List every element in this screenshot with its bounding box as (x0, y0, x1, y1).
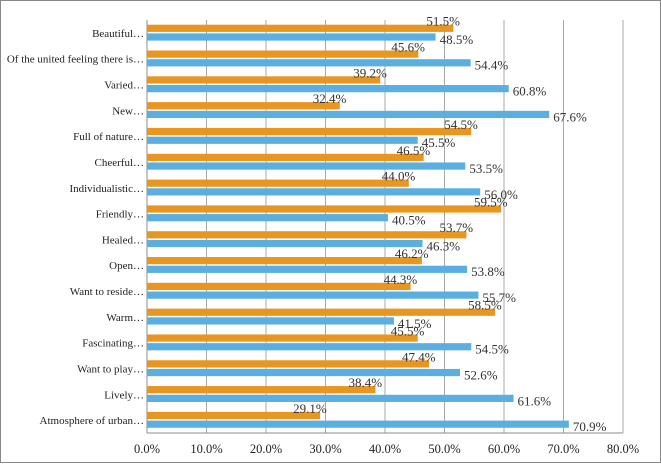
data-label: 53.7% (440, 220, 474, 235)
bar-series-1 (147, 102, 340, 110)
bar-series-2 (147, 420, 569, 428)
bar-series-1 (147, 153, 424, 161)
data-label: 46.3% (426, 238, 460, 253)
category-label: Cheerful… (95, 157, 144, 169)
data-label: 54.4% (475, 58, 509, 73)
category-label: Atmosphere of urban… (40, 415, 144, 427)
data-label: 61.6% (518, 393, 552, 408)
bar-series-2 (147, 394, 514, 402)
x-tick-label: 40.0% (369, 442, 401, 456)
category-label: New… (112, 105, 144, 117)
data-label: 70.9% (573, 419, 607, 434)
data-label: 46.2% (395, 246, 429, 261)
data-label: 58.5% (468, 298, 502, 313)
bar-series-1 (147, 76, 381, 84)
category-label: Want to reside… (70, 286, 144, 298)
x-tick-label: 10.0% (190, 442, 222, 456)
data-label: 38.4% (348, 375, 382, 390)
bar-series-2 (147, 317, 394, 325)
category-label: Full of nature… (73, 131, 144, 143)
data-label: 32.4% (313, 91, 347, 106)
x-tick-label: 20.0% (250, 442, 282, 456)
bar-series-1 (147, 205, 502, 213)
data-label: 45.5% (391, 323, 425, 338)
data-label: 52.6% (464, 367, 498, 382)
bar-series-1 (147, 308, 496, 316)
bar-series-1 (147, 50, 419, 58)
bar-series-2 (147, 85, 509, 93)
bar-series-1 (147, 127, 472, 136)
bar-series-1 (147, 257, 422, 265)
x-tick-label: 80.0% (607, 442, 639, 456)
bar-series-2 (147, 136, 418, 144)
bar-series-1 (147, 179, 409, 187)
bar-series-1 (147, 386, 376, 394)
category-label: Want to play… (77, 363, 144, 375)
bar-series-1 (147, 411, 321, 420)
data-label: 53.5% (469, 161, 503, 176)
data-label: 54.5% (475, 342, 509, 357)
bar-series-2 (147, 162, 466, 170)
data-label: 45.6% (391, 40, 425, 55)
data-label: 53.8% (471, 264, 505, 279)
bar-series-1 (147, 334, 418, 342)
bar-series-2 (147, 265, 468, 273)
bar-series-2 (147, 188, 481, 196)
bar-series-2 (147, 368, 460, 377)
data-label: 59.5% (474, 194, 508, 209)
data-label: 55.7% (482, 290, 516, 305)
bar-series-2 (147, 33, 436, 41)
data-label: 40.5% (392, 213, 426, 228)
category-label: Open… (109, 260, 144, 272)
bar-series-2 (147, 239, 423, 248)
data-label: 44.0% (382, 169, 416, 184)
data-label: 51.5% (426, 14, 460, 29)
bar-series-1 (147, 24, 454, 32)
data-label: 56.0% (484, 187, 518, 202)
data-label: 39.2% (353, 65, 387, 80)
data-label: 60.8% (513, 84, 547, 99)
bar-series-1 (147, 282, 411, 291)
x-tick-label: 60.0% (488, 442, 520, 456)
x-tick-label: 30.0% (309, 442, 341, 456)
category-label: Fascinating… (82, 338, 144, 350)
data-label: 41.5% (398, 316, 432, 331)
bar-series-2 (147, 110, 550, 119)
data-label: 67.6% (553, 109, 587, 124)
category-label: Beautiful… (92, 28, 144, 40)
category-label: Lively… (104, 389, 144, 401)
data-label: 48.5% (440, 32, 474, 47)
bar-series-1 (147, 231, 467, 239)
bar-series-2 (147, 343, 472, 351)
category-label: Friendly… (96, 209, 144, 221)
bar-series-1 (147, 360, 430, 368)
bar-series-2 (147, 291, 479, 299)
category-label: Individualistic… (69, 183, 144, 195)
category-label: Healed… (102, 234, 144, 246)
data-label: 29.1% (293, 401, 327, 416)
x-tick-label: 50.0% (428, 442, 460, 456)
category-label: Warm… (106, 312, 144, 324)
x-tick-label: 0.0% (134, 442, 160, 456)
data-label: 44.3% (384, 272, 418, 287)
category-label: Varied… (104, 80, 144, 92)
data-label: 45.5% (422, 135, 456, 150)
bar-series-2 (147, 59, 471, 67)
category-label: Of the united feeling there is… (7, 54, 144, 66)
bar-series-2 (147, 214, 388, 222)
data-label: 54.5% (444, 117, 478, 132)
data-label: 47.4% (402, 349, 436, 364)
x-tick-label: 70.0% (547, 442, 579, 456)
data-label: 46.5% (397, 143, 431, 158)
